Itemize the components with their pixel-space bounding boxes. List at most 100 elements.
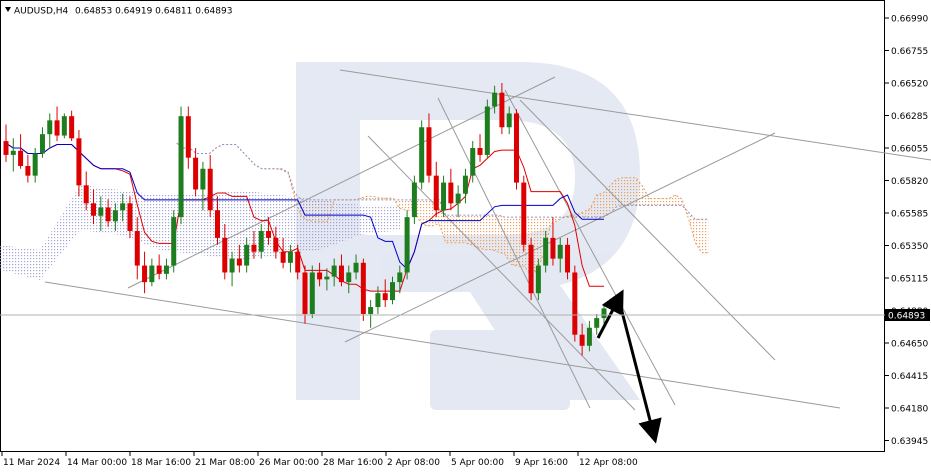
candle-bull: [39, 134, 45, 154]
y-tick-label: 0.65585: [891, 210, 928, 220]
x-tick-label: 28 Mar 16:00: [323, 458, 383, 468]
candle-bull: [601, 308, 607, 319]
forecast-arrow-down: [617, 299, 662, 444]
candle-bear: [499, 92, 505, 128]
candle-bear: [214, 210, 220, 238]
trend-line: [127, 76, 556, 289]
y-tick-label: 0.66285: [891, 112, 928, 122]
candle-bull: [543, 237, 549, 266]
candle-bear: [3, 141, 9, 155]
candle-bear: [207, 168, 213, 211]
senkou-span-b: [176, 142, 709, 220]
candle-bear: [528, 244, 534, 294]
candle-bear: [76, 138, 82, 186]
candle-bear: [83, 185, 89, 204]
candle-bear: [69, 116, 75, 139]
candle-bull: [368, 307, 374, 314]
trend-line: [44, 281, 841, 409]
candle-bear: [236, 258, 242, 266]
candle-bull: [594, 318, 600, 328]
chart-header[interactable]: AUDUSD,H4 0.64853 0.64919 0.64811 0.6489…: [5, 7, 232, 17]
y-tick-label: 0.64415: [891, 372, 928, 382]
candle-bear: [302, 272, 308, 314]
candle-bear: [127, 203, 133, 231]
candle-bull: [200, 168, 206, 190]
candle-bull: [346, 272, 352, 283]
candle-bull: [390, 282, 396, 301]
candle-bear: [426, 127, 432, 176]
candle-bear: [266, 230, 272, 238]
x-tick-label: 9 Apr 16:00: [515, 458, 568, 468]
y-tick-label: 0.66990: [891, 15, 928, 25]
candle-bull: [229, 258, 235, 273]
trend-line: [504, 89, 676, 406]
candle-bull: [178, 116, 184, 218]
candle-bear: [295, 251, 301, 273]
current-price-text: 0.64893: [888, 312, 925, 322]
candle-bull: [586, 327, 592, 346]
candle-bear: [142, 265, 148, 283]
candle-bull: [470, 148, 476, 176]
candle-bear: [273, 237, 279, 252]
x-axis: 11 Mar 2024 14 Mar 00:00 18 Mar 16:00 21 Ma…: [1, 452, 638, 468]
candle-bear: [477, 148, 483, 155]
trend-lines[interactable]: [44, 69, 931, 411]
candle-bear: [338, 265, 344, 283]
candle-bear: [317, 272, 323, 280]
x-tick-label: 12 Apr 08:00: [579, 458, 638, 468]
forecast-arrows[interactable]: [596, 289, 662, 444]
x-tick-label: 5 Apr 00:00: [451, 458, 504, 468]
kijun-sen-line: [5, 142, 604, 270]
candle-bear: [448, 182, 454, 204]
candle-bull: [353, 262, 359, 273]
triangle-down-icon[interactable]: [5, 7, 11, 12]
candle-bear: [222, 237, 228, 273]
candle-bull: [557, 244, 563, 259]
x-tick-label: 11 Mar 2024: [3, 458, 60, 468]
y-tick-label: 0.65115: [891, 275, 928, 285]
plot-area: [0, 0, 885, 452]
candle-bull: [120, 203, 126, 211]
candle-bull: [535, 265, 541, 294]
candle-bull: [244, 244, 250, 266]
candle-bear: [193, 157, 199, 190]
candle-bear: [185, 116, 191, 158]
candle-bear: [513, 113, 519, 183]
candle-bear: [565, 244, 571, 273]
candle-bull: [10, 150, 16, 155]
candle-bear: [550, 237, 556, 259]
candle-bull: [287, 251, 293, 263]
y-axis: 0.66990 0.66755 0.66520 0.66285 0.66055 0.658…: [885, 15, 928, 447]
x-tick-label: 18 Mar 16:00: [131, 458, 191, 468]
candle-bear: [251, 244, 257, 252]
candlestick-series: [3, 83, 607, 356]
forecast-arrow-up: [596, 289, 624, 339]
candle-bull: [441, 182, 447, 211]
ohlc-values: 0.64853 0.64919 0.64811 0.64893: [75, 7, 232, 17]
candle-bull: [506, 113, 512, 128]
x-tick-label: 2 Apr 08:00: [387, 458, 440, 468]
candle-bear: [280, 251, 286, 263]
candle-bear: [134, 230, 140, 266]
y-tick-label: 0.65820: [891, 177, 928, 187]
y-tick-label: 0.64650: [891, 340, 928, 350]
x-tick-label: 14 Mar 00:00: [67, 458, 127, 468]
candle-bull: [419, 127, 425, 183]
candle-bear: [91, 203, 97, 216]
y-tick-label: 0.65350: [891, 242, 928, 252]
trend-line: [367, 135, 636, 411]
candle-bull: [309, 272, 315, 314]
candle-bull: [112, 210, 118, 222]
x-tick-label: 26 Mar 00:00: [259, 458, 319, 468]
candle-bear: [579, 334, 585, 346]
candle-bear: [382, 293, 388, 301]
y-tick-label: 0.66055: [891, 145, 928, 155]
candle-bull: [149, 265, 155, 283]
candle-bull: [61, 116, 67, 136]
candle-bear: [156, 265, 162, 274]
candle-bear: [54, 120, 60, 136]
trend-line: [339, 69, 931, 161]
current-price-label: 0.64893: [885, 309, 930, 322]
symbol-label: AUDUSD,H4: [14, 7, 69, 17]
